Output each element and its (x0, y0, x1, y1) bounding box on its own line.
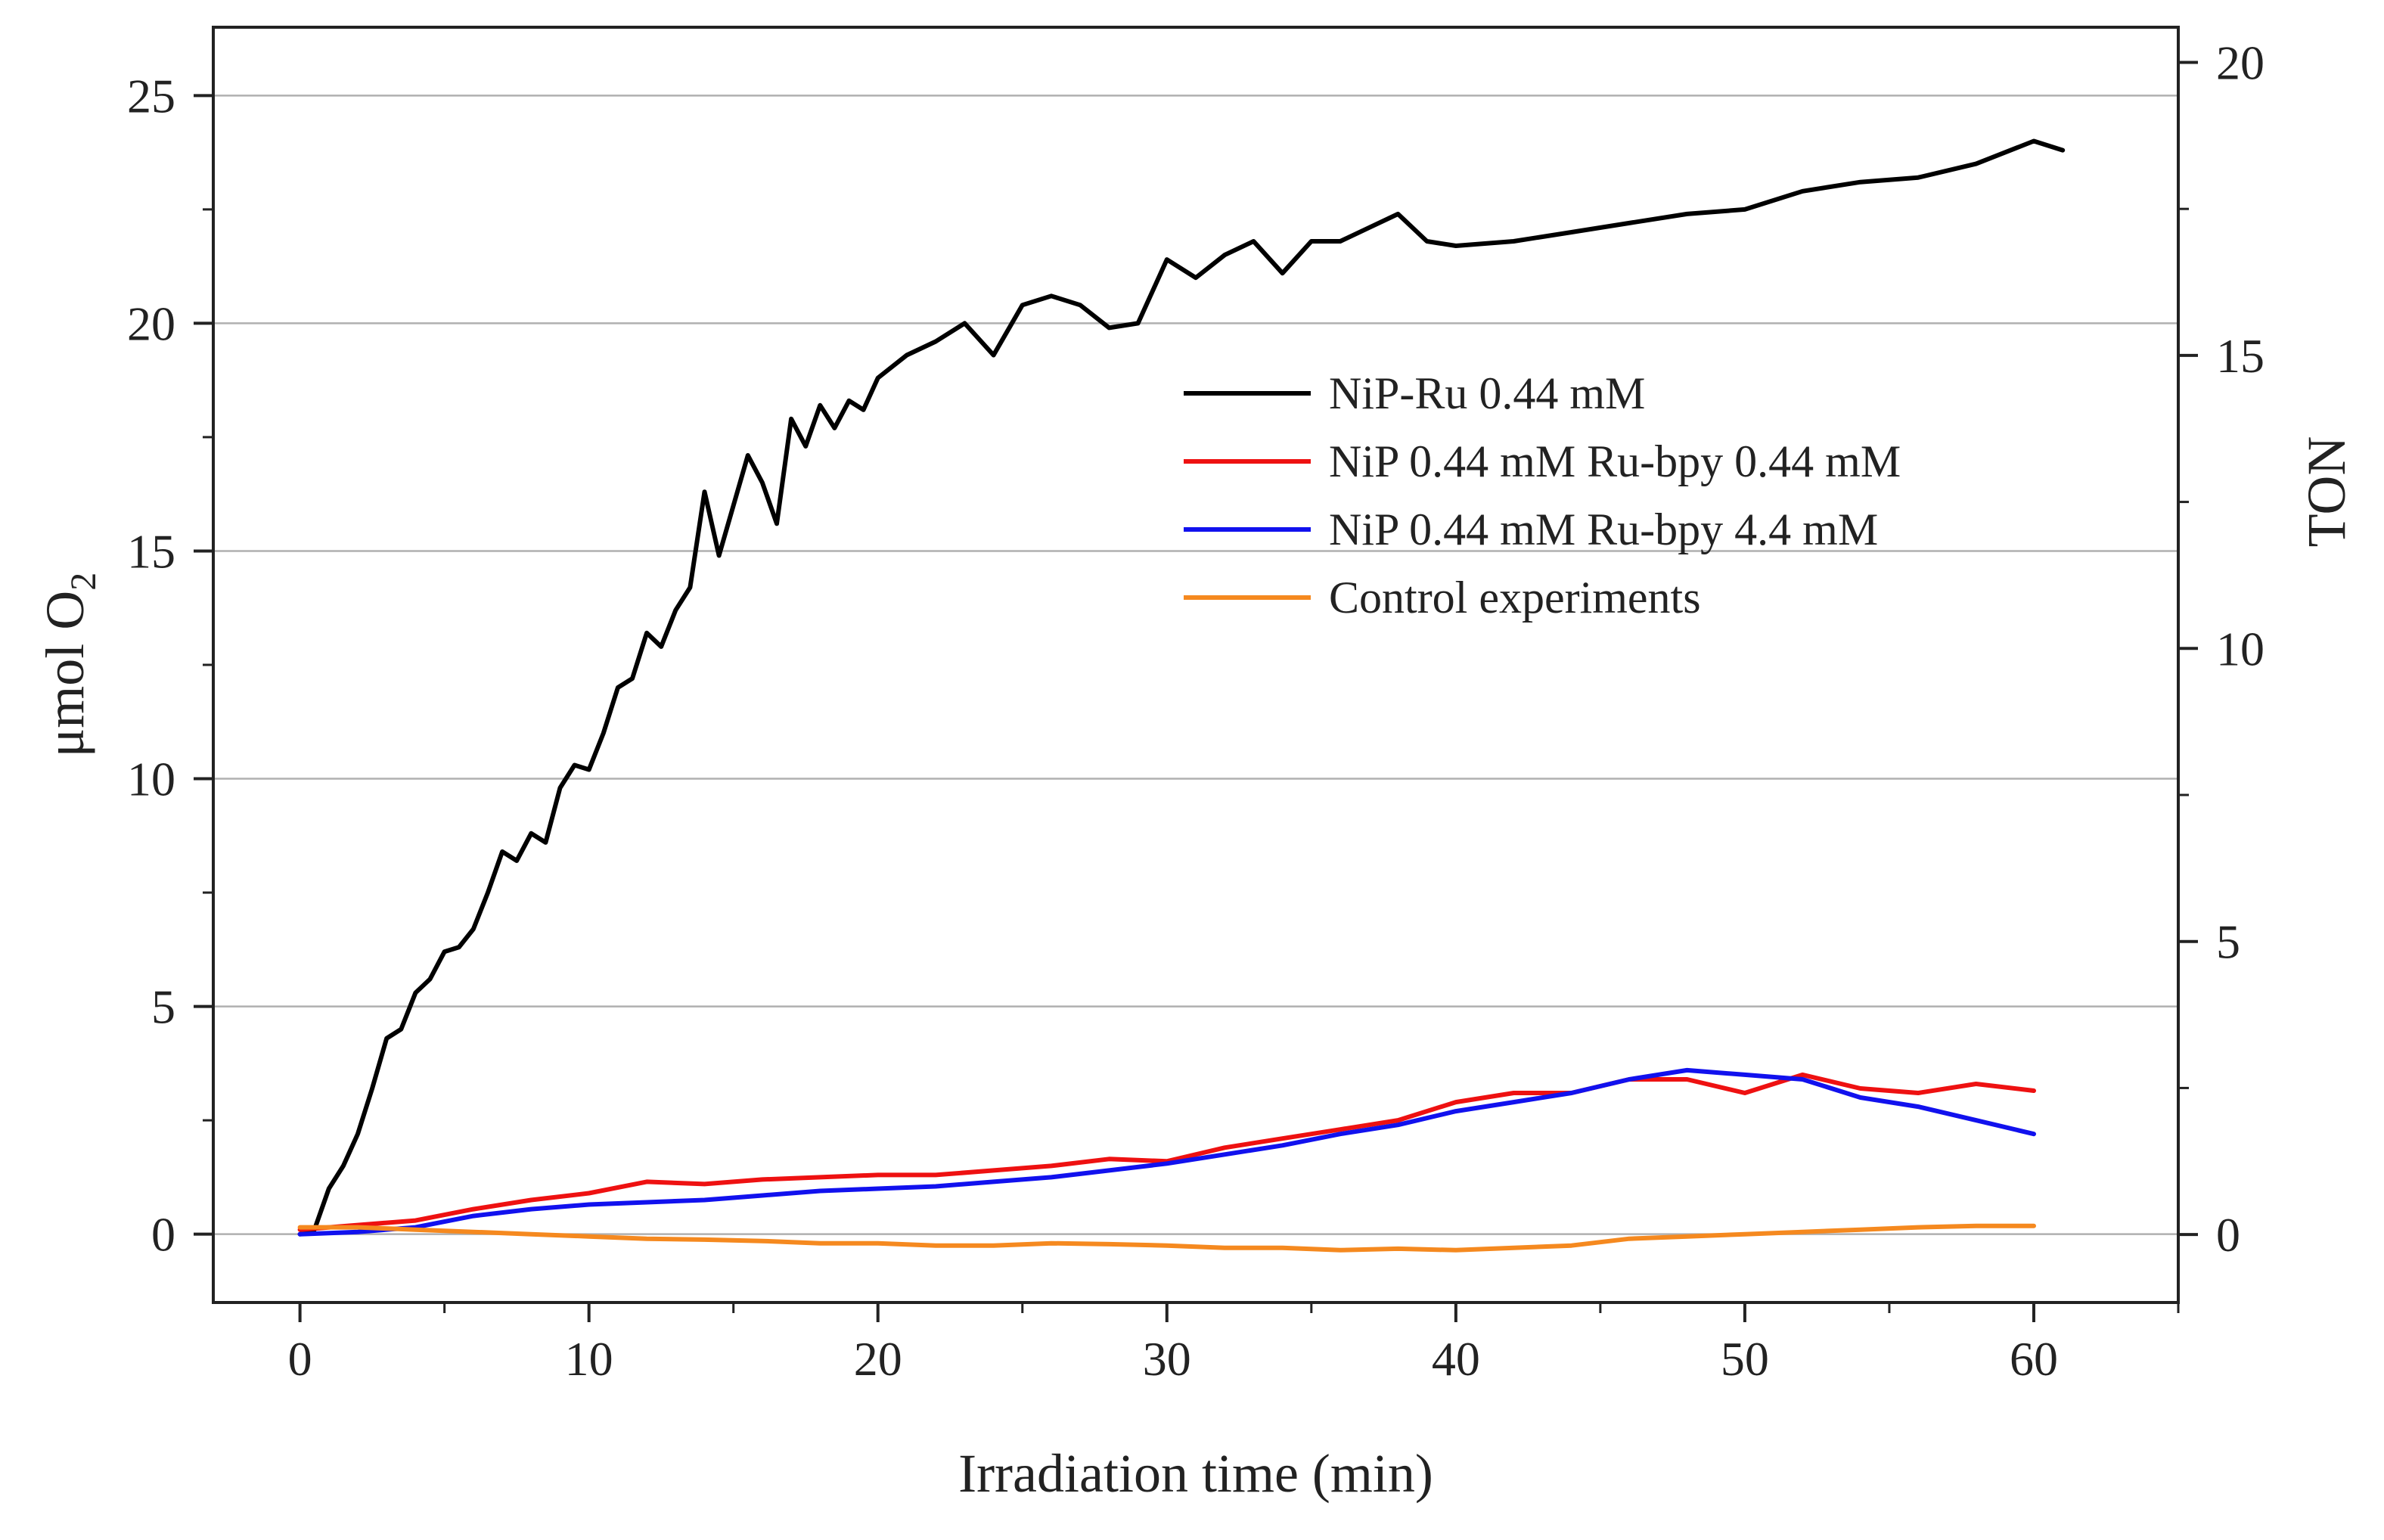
y-axis-title: μmol O2 (35, 573, 104, 758)
series-line-3 (297, 1223, 2036, 1253)
y-axis-title-subscript: 2 (64, 573, 104, 591)
x-tick-label-0: 0 (288, 1332, 312, 1386)
legend-label-3: Control experiments (1329, 573, 1701, 623)
x-tick-label-5: 50 (1721, 1332, 1769, 1386)
x-tick-label-1: 10 (565, 1332, 613, 1386)
series-group (297, 138, 2066, 1253)
y2-tick-label-2: 10 (2216, 622, 2264, 675)
x-tick-label-2: 20 (854, 1332, 902, 1386)
y-tick-label-5: 25 (127, 69, 175, 123)
y2-tick-label-1: 5 (2216, 915, 2240, 969)
legend: NiP-Ru 0.44 mM NiP 0.44 mM Ru-bpy 0.44 mM… (1184, 368, 1901, 623)
y-tick-label-4: 20 (127, 297, 175, 350)
legend-label-1: NiP 0.44 mM Ru-bpy 0.44 mM (1329, 436, 1901, 486)
series-line-0 (297, 138, 2066, 1237)
legend-label-0: NiP-Ru 0.44 mM (1329, 368, 1645, 418)
y2-axis-title: TON (2296, 436, 2357, 548)
y-axis-title-main: μmol O (35, 591, 95, 758)
y-tick-label-3: 15 (127, 524, 175, 578)
x-tick-label-6: 60 (2010, 1332, 2058, 1386)
y-tick-label-1: 5 (151, 980, 175, 1034)
grid-lines (213, 95, 2178, 1235)
x-tick-label-4: 40 (1432, 1332, 1480, 1386)
y2-tick-label-3: 15 (2216, 329, 2264, 383)
y2-tick-label-4: 20 (2216, 36, 2264, 89)
legend-label-2: NiP 0.44 mM Ru-bpy 4.4 mM (1329, 505, 1878, 554)
plot-frame (212, 26, 2180, 1304)
y-tick-label-0: 0 (151, 1208, 175, 1262)
x-tick-label-3: 30 (1143, 1332, 1191, 1386)
axis-ticks: 0 10 20 30 40 50 60 0 5 10 15 20 25 0 5 10 15 20 (127, 36, 2264, 1386)
y-tick-label-2: 10 (127, 753, 175, 806)
y2-tick-label-0: 0 (2216, 1208, 2240, 1262)
series-line-2 (297, 1067, 2036, 1237)
x-axis-title: Irradiation time (min) (958, 1443, 1433, 1504)
